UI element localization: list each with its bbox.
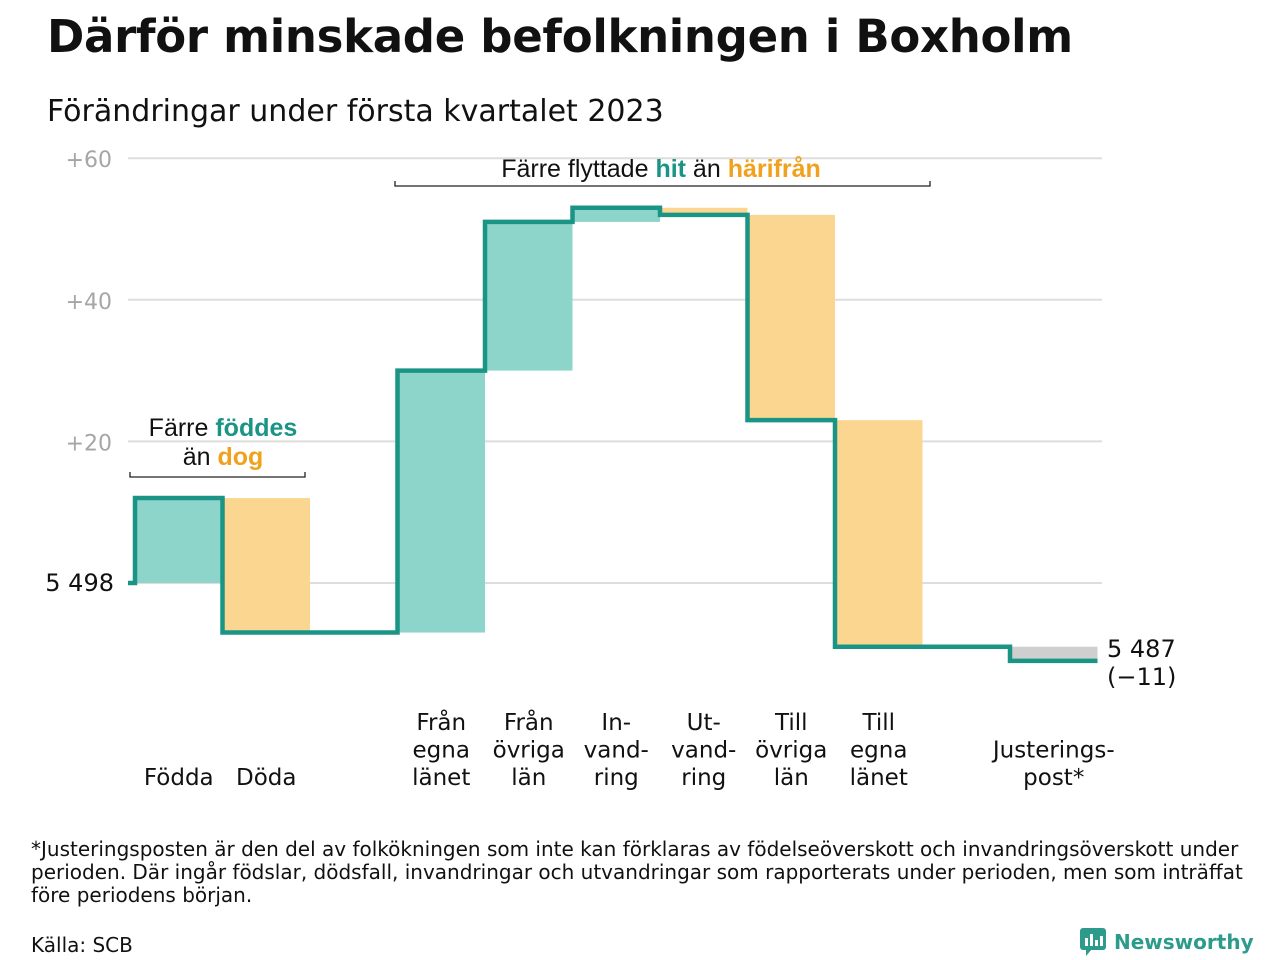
category-label: Från bbox=[504, 708, 554, 736]
bar-frånegnalänet bbox=[397, 370, 485, 633]
bar-utvandring bbox=[660, 207, 748, 215]
y-tick-label: +40 bbox=[66, 290, 112, 315]
category-label: länet bbox=[412, 765, 470, 791]
category-label: län bbox=[511, 765, 546, 791]
category-label: Justerings- bbox=[991, 738, 1115, 764]
bar-döda bbox=[222, 498, 310, 633]
chart-title: Därför minskade befolkningen i Boxholm bbox=[47, 10, 1073, 63]
y-tick-label: +60 bbox=[66, 148, 112, 173]
start-value-label: 5 498 bbox=[45, 569, 114, 597]
migration-annotation: Färre flyttade hit än härifrån bbox=[501, 155, 821, 183]
bars-layer bbox=[135, 207, 1098, 661]
bar-justeringspost bbox=[1010, 646, 1098, 661]
category-label: Från bbox=[416, 708, 466, 736]
category-label: övriga bbox=[755, 738, 827, 764]
category-label: länet bbox=[850, 765, 908, 791]
births-annotation-line1: Färre föddes bbox=[149, 414, 298, 442]
category-label: Ut- bbox=[687, 710, 721, 736]
category-label: Till bbox=[774, 710, 808, 736]
cumulative-step-line bbox=[128, 205, 1098, 664]
brand-name: Newsworthy bbox=[1114, 930, 1254, 954]
label-layer: Födda DödaFrånegnalänetFrånövrigalänIn-va… bbox=[45, 569, 1176, 791]
category-label: post* bbox=[1023, 765, 1084, 791]
step-line-layer bbox=[128, 205, 1098, 664]
brand-logo[interactable]: Newsworthy bbox=[1080, 928, 1254, 956]
category-label: egna bbox=[413, 738, 470, 764]
bar-födda bbox=[135, 498, 223, 583]
footnote: *Justeringsposten är den del av folkökni… bbox=[31, 837, 1243, 907]
chart-subtitle: Förändringar under första kvartalet 2023 bbox=[47, 94, 664, 129]
category-label: ring bbox=[594, 765, 639, 791]
migration-bracket bbox=[394, 181, 931, 187]
category-label: In- bbox=[601, 710, 631, 736]
category-label: ring bbox=[681, 765, 726, 791]
bar-frånövrigalän bbox=[485, 221, 573, 371]
category-label: Till bbox=[861, 710, 895, 736]
end-value-label: 5 487 bbox=[1107, 635, 1176, 663]
category-label: Döda bbox=[236, 765, 296, 791]
bar-invandring bbox=[572, 207, 660, 222]
y-tick-label: +20 bbox=[66, 431, 112, 456]
source-label: Källa: SCB bbox=[31, 933, 133, 957]
end-change-label: (−11) bbox=[1107, 663, 1176, 691]
category-label: egna bbox=[850, 738, 907, 764]
bar-tillegnalänet bbox=[835, 420, 923, 647]
bar-tillövrigalän bbox=[747, 214, 835, 421]
category-label: Födda bbox=[144, 765, 214, 791]
births-annotation-line2: än dog bbox=[183, 443, 264, 471]
newsworthy-logo-icon bbox=[1080, 928, 1106, 956]
category-label: vand- bbox=[671, 738, 736, 764]
category-label: län bbox=[774, 765, 809, 791]
category-label: vand- bbox=[584, 738, 649, 764]
category-label: övriga bbox=[493, 738, 565, 764]
births-bracket bbox=[129, 472, 306, 478]
